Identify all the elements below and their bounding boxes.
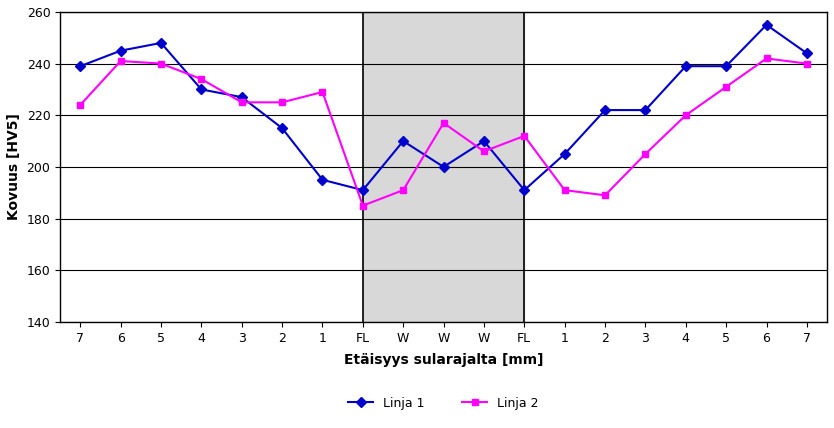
Linja 2 — [721, 84, 731, 89]
Linja 1 — [520, 187, 530, 193]
Linja 2 — [398, 187, 408, 193]
Linja 1 — [479, 139, 489, 144]
Linja 2 — [439, 120, 449, 125]
Linja 2 — [681, 113, 691, 118]
Legend: Linja 1, Linja 2: Linja 1, Linja 2 — [344, 392, 544, 415]
Linja 2 — [237, 100, 247, 105]
Y-axis label: Kovuus [HV5]: Kovuus [HV5] — [7, 113, 21, 220]
Linja 2 — [196, 77, 206, 82]
Linja 2 — [560, 187, 570, 193]
X-axis label: Etäisyys sularajalta [mm]: Etäisyys sularajalta [mm] — [344, 353, 543, 367]
Linja 1 — [721, 64, 731, 69]
Line: Linja 2: Linja 2 — [77, 55, 811, 209]
Linja 1 — [318, 177, 328, 182]
Linja 1 — [560, 152, 570, 157]
Linja 1 — [641, 107, 651, 113]
Linja 2 — [520, 134, 530, 139]
Linja 2 — [277, 100, 287, 105]
Linja 1 — [398, 139, 408, 144]
Linja 2 — [479, 149, 489, 154]
Linja 2 — [358, 203, 368, 208]
Linja 1 — [237, 95, 247, 100]
Linja 1 — [116, 48, 126, 53]
Line: Linja 1: Linja 1 — [77, 21, 811, 193]
Linja 1 — [801, 51, 811, 56]
Linja 2 — [600, 193, 610, 198]
Linja 1 — [761, 22, 771, 27]
Linja 1 — [358, 187, 368, 193]
Linja 2 — [801, 61, 811, 66]
Linja 2 — [641, 152, 651, 157]
Linja 1 — [439, 164, 449, 169]
Linja 2 — [318, 89, 328, 95]
Linja 2 — [761, 56, 771, 61]
Linja 1 — [277, 125, 287, 131]
Linja 1 — [600, 107, 610, 113]
Linja 1 — [681, 64, 691, 69]
Linja 1 — [156, 40, 166, 45]
Linja 2 — [116, 59, 126, 64]
Bar — [363, 12, 525, 322]
Linja 1 — [196, 87, 206, 92]
Linja 2 — [75, 102, 85, 107]
Linja 1 — [75, 64, 85, 69]
Linja 2 — [156, 61, 166, 66]
